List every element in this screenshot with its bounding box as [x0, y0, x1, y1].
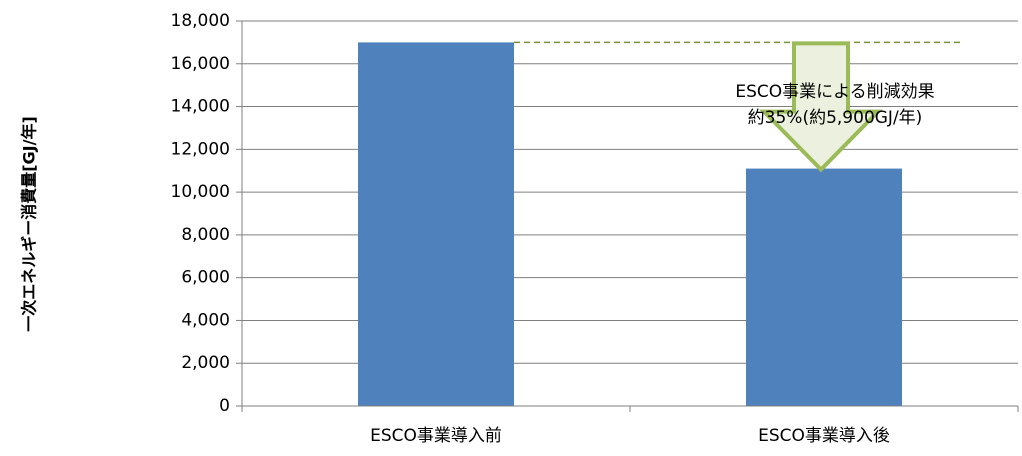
y-tick-label: 0	[219, 396, 230, 416]
y-tick-label: 16,000	[171, 54, 230, 74]
axes	[236, 20, 1019, 412]
y-tick-label: 2,000	[181, 353, 230, 373]
y-tick-label: 14,000	[171, 97, 230, 117]
y-tick-label: 4,000	[181, 310, 230, 330]
y-tick-label: 18,000	[171, 11, 230, 31]
x-category-label: ESCO事業導入後	[758, 426, 890, 446]
y-tick-label: 8,000	[181, 225, 230, 245]
bar	[358, 42, 514, 407]
bars	[358, 42, 902, 407]
y-tick-label: 10,000	[171, 182, 230, 202]
annotation-line-1: ESCO事業による削減効果	[735, 82, 934, 102]
y-tick-label: 12,000	[171, 139, 230, 159]
y-axis-label: 一次エネルギー消費量[GJ/年]	[20, 116, 39, 332]
x-category-label: ESCO事業導入前	[370, 426, 502, 446]
bar	[746, 168, 902, 406]
annotation-line-2: 約35%(約5,900GJ/年)	[748, 108, 923, 128]
labels: 0 2,000 4,000 6,000 8,000 10,000 12,000 14,000 1…	[171, 11, 890, 446]
reduction-arrow	[759, 41, 883, 173]
reduction-arrow-group	[759, 41, 883, 173]
y-tick-label: 6,000	[181, 268, 230, 288]
